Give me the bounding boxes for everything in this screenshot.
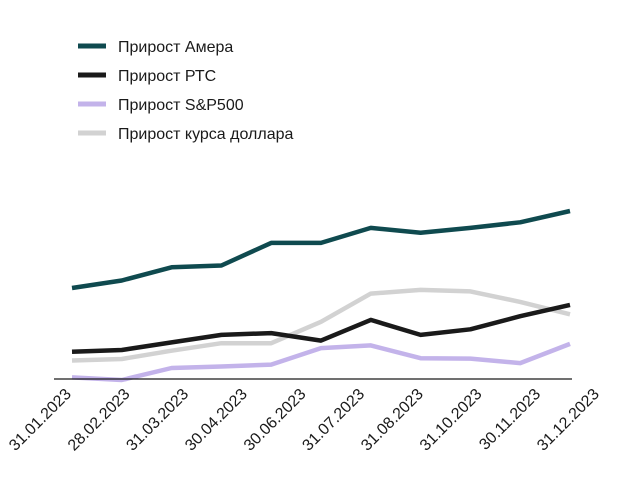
x-tick-label: 30.06.2023 bbox=[241, 386, 310, 455]
x-tick-label: 31.03.2023 bbox=[123, 386, 192, 455]
x-tick-label: 31.08.2023 bbox=[358, 386, 427, 455]
legend-label-3: Прирост S&P500 bbox=[118, 97, 244, 114]
x-axis-tick-labels: 31.01.202328.02.202331.03.202330.04.2023… bbox=[6, 386, 603, 455]
series-line-4 bbox=[71, 287, 571, 363]
x-tick-label: 31.10.2023 bbox=[417, 386, 486, 455]
series-line-3 bbox=[71, 341, 571, 383]
series-line-1 bbox=[71, 208, 571, 291]
legend-label-4: Прирост курса доллара bbox=[118, 126, 294, 143]
x-tick-label: 31.01.2023 bbox=[6, 386, 75, 455]
series-line-2 bbox=[71, 302, 571, 355]
legend-label-2: Прирост РТС bbox=[118, 68, 216, 85]
x-tick-label: 31.07.2023 bbox=[299, 386, 368, 455]
x-tick-label: 30.04.2023 bbox=[182, 386, 251, 455]
x-tick-label: 28.02.2023 bbox=[65, 386, 134, 455]
legend: Прирост Амера Прирост РТС Прирост S&P500 Пр… bbox=[78, 39, 294, 143]
x-tick-label: 31.12.2023 bbox=[534, 386, 603, 455]
series-lines bbox=[71, 208, 571, 383]
legend-label-1: Прирост Амера bbox=[118, 39, 233, 56]
